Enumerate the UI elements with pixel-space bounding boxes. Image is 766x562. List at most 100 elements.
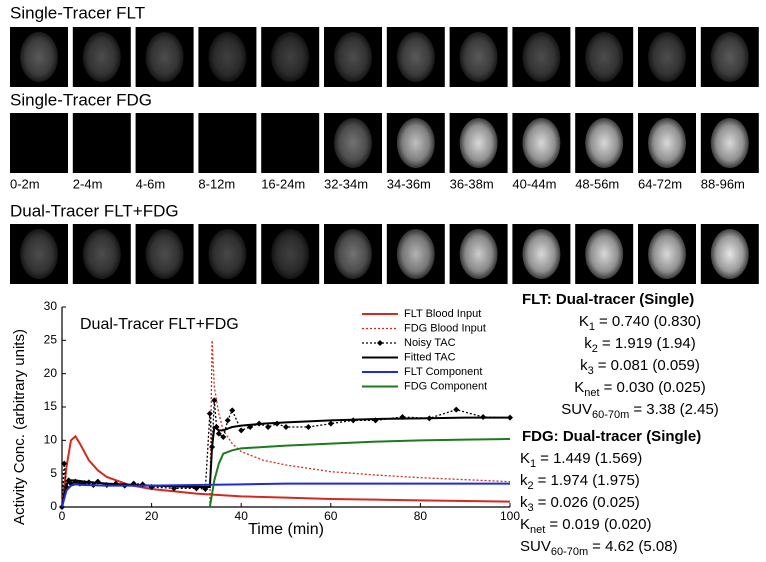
parameter-heading: FLT: Dual-tracer (Single)	[522, 291, 694, 308]
brain-slice	[396, 32, 435, 82]
symbol: k	[520, 494, 528, 511]
subscript: 60-70m	[551, 546, 588, 558]
symbol: SUV	[561, 401, 592, 418]
symbol: K	[520, 450, 530, 467]
value-text: = 0.081 (0.059)	[598, 357, 700, 374]
subscript: net	[530, 524, 545, 536]
y-tick-label: 25	[44, 333, 58, 347]
y-tick-label: 10	[44, 433, 58, 447]
legend-label: FLT Blood Input	[404, 308, 481, 320]
data-point	[305, 424, 312, 430]
subscript: 2	[528, 480, 534, 492]
parameter-row: k3 = 0.026 (0.025)	[520, 494, 640, 514]
parameter-row: k2 = 1.919 (1.94)	[584, 335, 695, 355]
brain-slice	[82, 32, 121, 82]
brain-slice	[522, 118, 561, 168]
brain-slice	[334, 118, 372, 168]
brain-slice	[459, 118, 498, 168]
x-tick-label: 60	[324, 509, 338, 523]
value-text: = 0.026 (0.025)	[538, 494, 640, 511]
brain-slice	[648, 118, 686, 168]
symbol: K	[579, 313, 589, 330]
parameter-row: k2 = 1.974 (1.975)	[520, 472, 640, 492]
time-label: 16-24m	[261, 176, 305, 191]
brain-slice	[585, 118, 624, 168]
value-text: = 3.38 (2.45)	[633, 401, 718, 418]
brain-slice	[522, 229, 561, 279]
series-line	[208, 438, 511, 508]
subscript: 3	[528, 502, 534, 514]
data-point	[327, 420, 334, 427]
symbol: K	[520, 516, 530, 533]
brain-slice	[271, 32, 310, 82]
parameter-row: SUV60-70m = 4.62 (5.08)	[520, 538, 678, 558]
brain-slice	[710, 32, 749, 82]
time-label: 88-96m	[701, 176, 745, 191]
parameter-row: k3 = 0.081 (0.059)	[580, 357, 700, 377]
y-tick-label: 5	[50, 466, 57, 480]
data-point	[215, 430, 222, 437]
time-label: 8-12m	[198, 176, 235, 191]
brain-slice	[585, 229, 624, 279]
y-tick-label: 15	[44, 399, 58, 413]
subscript: 1	[589, 321, 595, 333]
symbol: SUV	[520, 538, 551, 555]
data-point	[211, 397, 218, 404]
x-tick-label: 0	[59, 509, 66, 523]
parameter-row: Knet = 0.019 (0.020)	[520, 516, 651, 536]
brain-slice	[459, 32, 498, 82]
symbol: k	[520, 472, 528, 489]
legend-marker	[377, 340, 383, 346]
time-label: 48-56m	[575, 176, 619, 191]
y-tick-label: 30	[44, 299, 58, 313]
symbol: k	[580, 357, 588, 374]
y-axis-label: Activity Conc. (arbitrary units)	[11, 329, 28, 525]
chart-annotation: Dual-Tracer FLT+FDG	[80, 316, 239, 333]
image-frame	[135, 113, 194, 173]
legend-label: Fitted TAC	[404, 351, 456, 363]
brain-slice	[710, 229, 749, 279]
legend-label: FLT Component	[404, 366, 482, 378]
data-point	[220, 434, 227, 440]
subscript: 3	[588, 365, 594, 377]
strip-title: Single-Tracer FLT	[10, 3, 145, 22]
series-line	[61, 434, 511, 508]
parameter-row: Knet = 0.030 (0.025)	[574, 379, 705, 399]
x-tick-label: 100	[500, 509, 520, 523]
symbol: k	[584, 335, 592, 352]
data-point	[206, 410, 213, 417]
image-frame	[261, 113, 320, 173]
time-label: 34-36m	[387, 176, 431, 191]
brain-slice	[334, 229, 372, 279]
legend-label: Noisy TAC	[404, 337, 456, 349]
time-label: 64-72m	[638, 176, 682, 191]
parameter-row: K1 = 1.449 (1.569)	[520, 450, 642, 470]
brain-slice	[710, 118, 749, 168]
data-point	[453, 406, 460, 413]
value-text: = 1.974 (1.975)	[538, 472, 640, 489]
value-text: = 0.030 (0.025)	[604, 379, 706, 396]
brain-slice	[396, 118, 435, 168]
brain-slice	[271, 229, 310, 279]
parameter-row: K1 = 0.740 (0.830)	[579, 313, 701, 333]
strip-title: Dual-Tracer FLT+FDG	[10, 201, 179, 220]
time-label: 4-6m	[136, 176, 166, 191]
brain-slice	[585, 32, 624, 82]
data-point	[229, 407, 236, 414]
brain-slice	[145, 229, 184, 279]
legend-label: FDG Component	[404, 380, 487, 392]
time-label: 36-38m	[450, 176, 494, 191]
brain-slice	[145, 32, 184, 82]
value-text: = 1.449 (1.569)	[540, 450, 642, 467]
data-point	[265, 424, 272, 430]
data-point	[224, 417, 231, 424]
brain-slice	[208, 229, 247, 279]
time-label: 0-2m	[10, 176, 40, 191]
parameter-row: SUV60-70m = 3.38 (2.45)	[561, 401, 719, 421]
brain-slice	[648, 32, 686, 82]
x-axis-label: Time (min)	[248, 521, 324, 538]
subscript: net	[584, 387, 599, 399]
value-text: = 0.740 (0.830)	[599, 313, 701, 330]
series-line	[209, 340, 511, 508]
